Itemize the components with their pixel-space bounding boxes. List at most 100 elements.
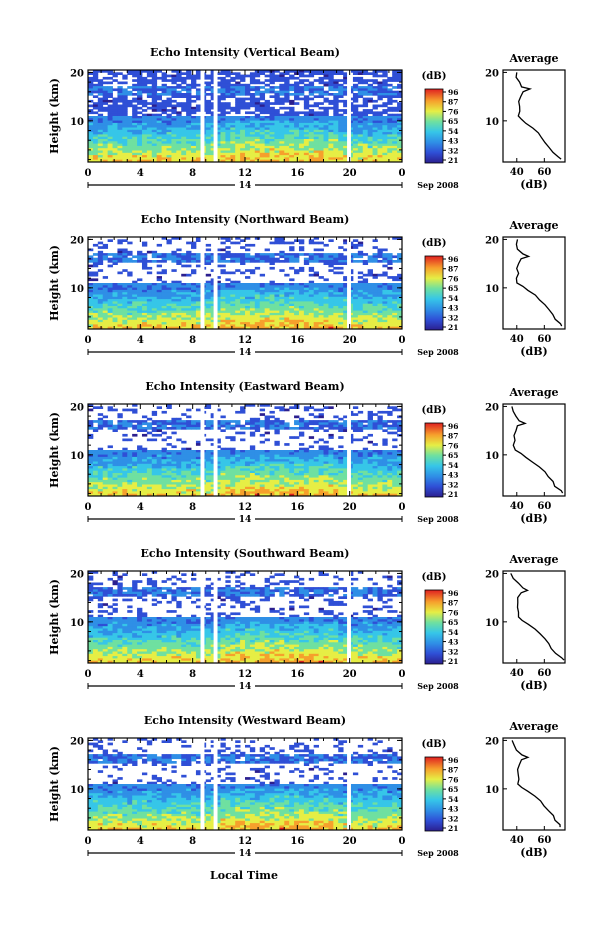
heatmap-cell [372,420,378,423]
heatmap-cell [303,324,310,328]
heatmap-cell [176,319,182,323]
heatmap-cell [264,424,270,428]
heatmap-cell [298,70,305,73]
heatmap-cell [161,294,167,298]
heatmap-cell [146,139,153,142]
heatmap-cell [254,155,261,158]
heatmap-cell [102,81,109,85]
heatmap-cell [210,118,216,121]
heatmap-cell [191,253,197,256]
heatmap-cell [298,129,305,133]
heatmap-cell [308,111,315,115]
heatmap-cell [107,301,113,305]
heatmap-cell [107,322,113,325]
heatmap-cell [264,257,270,261]
heatmap-cell [328,127,334,131]
heatmap-cell [122,104,128,108]
heatmap-cell [367,456,373,460]
heatmap-cell [230,253,236,256]
heatmap-cell [352,109,359,112]
heatmap-cell [294,255,300,259]
heatmap-cell [141,90,148,94]
heatmap-cell [284,93,290,96]
heatmap-cell [112,283,118,286]
heatmap-cell [382,152,388,156]
heatmap-cell [343,303,349,307]
heatmap-cell [176,113,182,117]
heatmap-cell [97,285,104,288]
heatmap-cell [303,79,310,82]
heatmap-cell [191,257,197,261]
heatmap-cell [298,136,305,140]
heatmap-cell [102,243,109,247]
heatmap-cell [161,310,167,314]
heatmap-cell [161,424,167,428]
heatmap-cell [92,132,99,135]
heatmap-cell [195,97,202,101]
heatmap-cell [372,257,378,261]
heatmap-cell [269,296,275,300]
heatmap-cell [333,294,339,298]
heatmap-cell [195,306,202,309]
heatmap-cell [166,255,172,259]
heatmap-cell [323,310,329,314]
heatmap-cell [284,88,290,92]
heatmap-cell [220,312,226,316]
heatmap-cell [215,445,221,449]
heatmap-cell [333,99,339,103]
heatmap-cell [338,299,344,302]
heatmap-cell [151,410,158,414]
heatmap-cell [259,122,266,126]
heatmap-cell [176,93,182,96]
heatmap-cell [343,456,349,460]
heatmap-cell [274,299,280,302]
heatmap-cell [210,269,216,272]
heatmap-cell [294,285,300,288]
heatmap-cell [151,461,158,465]
heatmap-cell [269,427,275,430]
heatmap-cell [382,70,388,73]
heatmap-cell [141,102,148,105]
heatmap-cell [176,152,182,156]
heatmap-cell [117,420,123,423]
heatmap-cell [171,141,177,144]
heatmap-cell [308,299,315,302]
heatmap-cell [132,70,138,73]
colorbar-tick-label: 54 [448,294,458,303]
heatmap-cell [294,139,300,142]
heatmap-cell [279,88,285,92]
heatmap-cell [127,136,133,140]
heatmap-cell [372,81,378,85]
heatmap-cell [102,308,109,311]
heatmap-cell [362,322,369,325]
heatmap-cell [171,260,177,263]
heatmap-cell [284,257,290,261]
heatmap-cell [357,134,364,138]
heatmap-cell [112,157,118,161]
heatmap-cell [387,459,393,462]
heatmap-cell [269,262,275,265]
heatmap-cell [107,456,113,460]
colorbar-tick-label: 32 [448,146,458,155]
heatmap-cell [235,81,241,85]
heatmap-cell [210,93,216,96]
heatmap-cell [141,81,148,85]
heatmap-cell [122,239,128,242]
heatmap-cell [249,141,256,144]
heatmap-cell [377,253,383,256]
heatmap-cell [259,95,266,98]
heatmap-cell [240,454,246,458]
heatmap-cell [107,141,113,144]
heatmap-cell [205,93,212,96]
heatmap-cell [254,253,261,256]
heatmap-cell [220,308,226,311]
heatmap-cell [318,308,324,311]
heatmap-cell [166,139,172,142]
avg-x-tick-label: 60 [537,167,551,178]
heatmap-cell [357,410,364,414]
heatmap-cell [127,292,133,295]
heatmap-cell [156,106,162,110]
heatmap-cell [161,456,167,460]
heatmap-cell [92,283,99,286]
heatmap-cell [220,111,226,115]
